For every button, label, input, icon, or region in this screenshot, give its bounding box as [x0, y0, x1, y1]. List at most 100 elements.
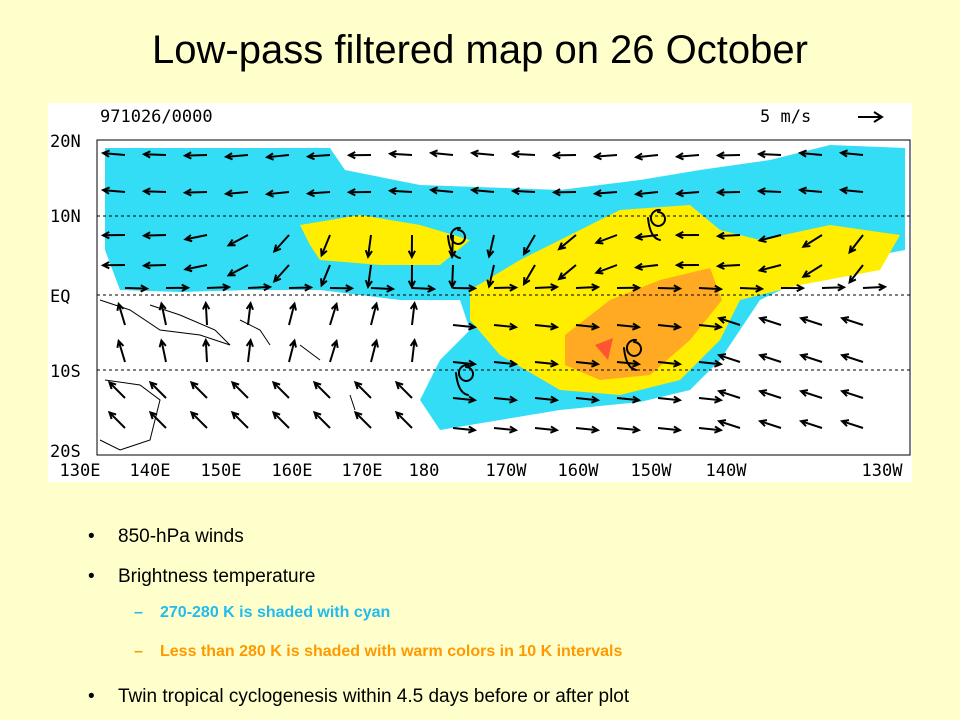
wind-arrow — [839, 419, 864, 429]
wind-arrow — [616, 395, 642, 404]
wind-arrow — [757, 353, 782, 363]
wind-arrow — [575, 359, 601, 368]
wind-arrow — [428, 186, 454, 195]
wind-arrow — [141, 150, 167, 159]
wind-arrow — [674, 260, 700, 270]
wind-arrow — [716, 389, 741, 399]
wind-arrow — [575, 425, 601, 434]
wind-arrow — [428, 149, 454, 158]
wind-arrow — [801, 234, 823, 248]
wind-arrow — [370, 301, 379, 326]
wind-arrow — [305, 189, 331, 198]
wind-arrow — [182, 188, 208, 197]
wind-arrow — [594, 264, 618, 275]
wind-arrow — [616, 359, 642, 368]
lon-label: 140W — [706, 461, 748, 481]
wind-arrow — [510, 187, 536, 196]
lon-label: 180 — [409, 461, 440, 481]
wind-arrow — [394, 410, 413, 429]
wind-arrow — [189, 410, 208, 429]
wind-arrow — [370, 284, 396, 293]
wind-arrow — [320, 234, 331, 258]
wind-arrow — [633, 189, 659, 198]
wind-arrow — [329, 301, 339, 326]
lat-label: 20S — [50, 442, 81, 462]
wind-arrow — [510, 150, 536, 159]
wind-arrow — [448, 234, 457, 260]
wind-arrow — [158, 338, 167, 363]
coastline — [99, 299, 356, 451]
wind-arrow — [264, 152, 290, 161]
wind-arrow — [394, 380, 413, 399]
wind-arrow — [757, 264, 782, 273]
wind-arrow — [715, 261, 741, 270]
wind-arrow — [838, 149, 864, 158]
wind-arrow — [534, 283, 560, 292]
wind-arrow — [592, 152, 618, 161]
wind-arrow — [839, 389, 864, 399]
wind-arrow — [616, 425, 642, 434]
lon-label: 130W — [862, 461, 904, 481]
wind-arrow — [305, 152, 331, 161]
wind-arrow — [575, 395, 601, 404]
sub-bullet: 270-280 K is shaded with cyan — [134, 604, 390, 622]
wind-arrow — [100, 149, 126, 158]
wind-arrow — [320, 264, 331, 288]
wind-arrow — [141, 187, 167, 196]
wind-arrow — [223, 189, 249, 198]
wind-arrow — [469, 149, 495, 158]
wind-arrow — [206, 283, 232, 292]
wind-arrow — [329, 338, 339, 363]
wind-arrow — [715, 151, 741, 160]
wind-arrow — [100, 231, 126, 240]
wind-arrow — [698, 284, 724, 293]
wind-arrow — [534, 395, 560, 404]
wind-arrow — [312, 380, 331, 399]
lon-label: 160E — [272, 461, 313, 481]
wind-arrow — [657, 395, 683, 404]
wind-arrow — [230, 380, 249, 399]
wind-arrow — [107, 410, 126, 429]
wind-arrow — [801, 264, 823, 278]
wind-arrow — [633, 152, 659, 161]
wind-arrow — [387, 187, 413, 196]
slide-title: Low-pass filtered map on 26 October — [152, 28, 808, 72]
plot-frame — [96, 139, 911, 456]
lon-label: 160W — [558, 461, 600, 481]
wind-arrow — [116, 301, 126, 326]
wind-arrow — [493, 425, 519, 434]
wind-arrow — [230, 410, 249, 429]
wind-arrow — [486, 234, 495, 259]
wind-arrow — [698, 425, 724, 434]
wind-arrow — [798, 419, 823, 429]
lon-label: 170W — [486, 461, 528, 481]
wind-arrow — [534, 322, 560, 331]
wind-arrow — [757, 389, 782, 399]
wind-arrow — [698, 395, 724, 404]
wind-arrow — [346, 151, 372, 160]
wind-arrow — [557, 234, 577, 251]
wind-arrow — [124, 284, 150, 293]
wind-arrow — [141, 261, 167, 270]
wind-arrow — [839, 316, 864, 326]
wind-arrow — [780, 284, 806, 293]
wind-arrow — [493, 322, 519, 331]
wind-arrow — [698, 322, 724, 331]
wind-arrow — [107, 380, 126, 399]
wind-arrow — [346, 188, 372, 197]
wind-arrow — [592, 189, 618, 198]
wind-arrow — [247, 283, 273, 292]
wind-arrow — [534, 359, 560, 368]
wind-arrow — [100, 261, 126, 270]
wind-arrow — [493, 283, 519, 292]
wind-arrow — [353, 410, 372, 429]
scale-arrow — [858, 111, 884, 123]
wind-arrow — [165, 283, 191, 292]
wind-arrow — [848, 234, 864, 255]
wind-arrow — [821, 283, 847, 292]
wind-arrow — [798, 353, 823, 363]
wind-arrow — [493, 359, 519, 368]
wind-arrow — [698, 359, 724, 368]
lon-label: 150E — [201, 461, 242, 481]
wind-arrow — [202, 300, 211, 326]
